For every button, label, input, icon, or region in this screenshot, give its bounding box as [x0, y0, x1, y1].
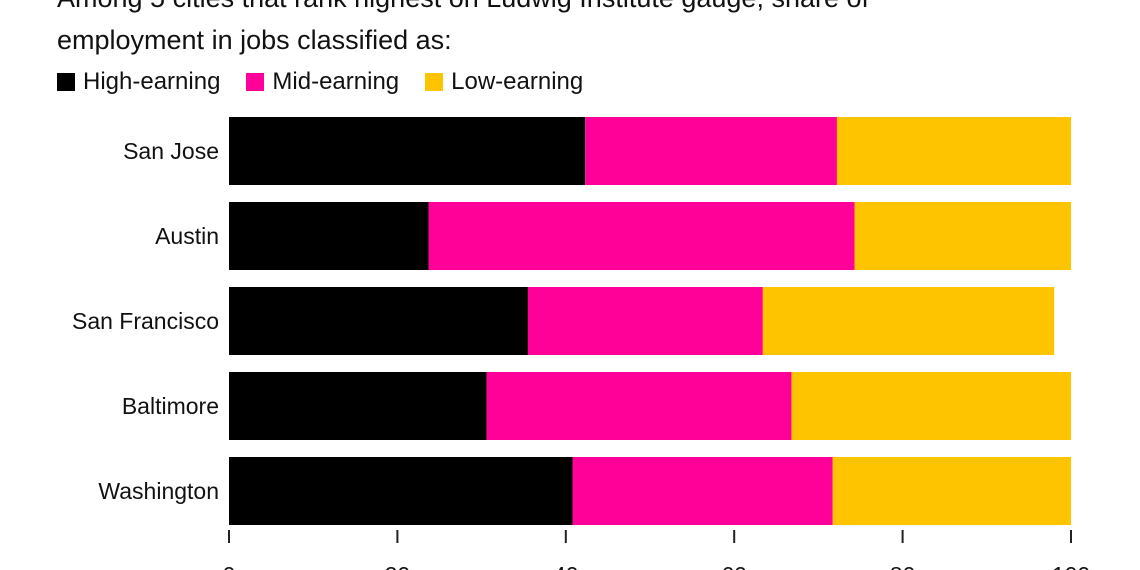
legend-swatch-mid-earning: [246, 73, 265, 91]
legend-item-mid-earning: Mid-earning: [246, 68, 399, 96]
category-label-san-jose: San Jose: [123, 138, 219, 164]
bar-san-jose-mid-earning: [585, 117, 837, 185]
legend-item-low-earning: Low-earning: [425, 68, 583, 96]
bar-austin-low-earning: [854, 202, 1071, 270]
legend-swatch-high-earning: [57, 73, 75, 91]
legend-swatch-low-earning: [425, 73, 444, 91]
x-tick-label-0: 0: [223, 562, 236, 570]
bar-austin-mid-earning: [428, 202, 855, 270]
x-tick-label-20: 20: [385, 562, 411, 570]
bar-baltimore-high-earning: [229, 372, 487, 440]
bar-baltimore-mid-earning: [486, 372, 792, 440]
bar-washington-high-earning: [229, 457, 573, 525]
bar-san-jose-high-earning: [229, 117, 586, 185]
bar-baltimore-low-earning: [791, 372, 1071, 440]
category-label-austin: Austin: [155, 223, 219, 249]
bar-washington-low-earning: [832, 457, 1071, 525]
x-tick-label-100: 100: [1052, 562, 1090, 570]
chart-title-line-2: employment in jobs classified as:: [57, 25, 452, 55]
legend-label-high-earning: High-earning: [83, 68, 221, 95]
legend-label-low-earning: Low-earning: [451, 68, 584, 95]
bar-san-francisco-low-earning: [762, 287, 1055, 355]
chart-title-line-1: Among 5 cities that rank highest on Ludw…: [57, 0, 1117, 16]
category-label-san-francisco: San Francisco: [72, 308, 219, 334]
category-label-washington: Washington: [98, 478, 219, 504]
chart-legend: High-earning Mid-earning Low-earning: [57, 66, 609, 98]
legend-label-mid-earning: Mid-earning: [272, 68, 400, 95]
x-tick-label-40: 40: [553, 562, 579, 570]
bar-san-francisco-mid-earning: [527, 287, 763, 355]
x-tick-label-60: 60: [721, 562, 747, 570]
category-label-baltimore: Baltimore: [122, 393, 219, 419]
bar-washington-mid-earning: [572, 457, 833, 525]
bar-san-jose-low-earning: [836, 117, 1071, 185]
bar-austin-high-earning: [229, 202, 429, 270]
bar-san-francisco-high-earning: [229, 287, 528, 355]
x-tick-label-80: 80: [890, 562, 916, 570]
legend-item-high-earning: High-earning: [57, 68, 220, 96]
